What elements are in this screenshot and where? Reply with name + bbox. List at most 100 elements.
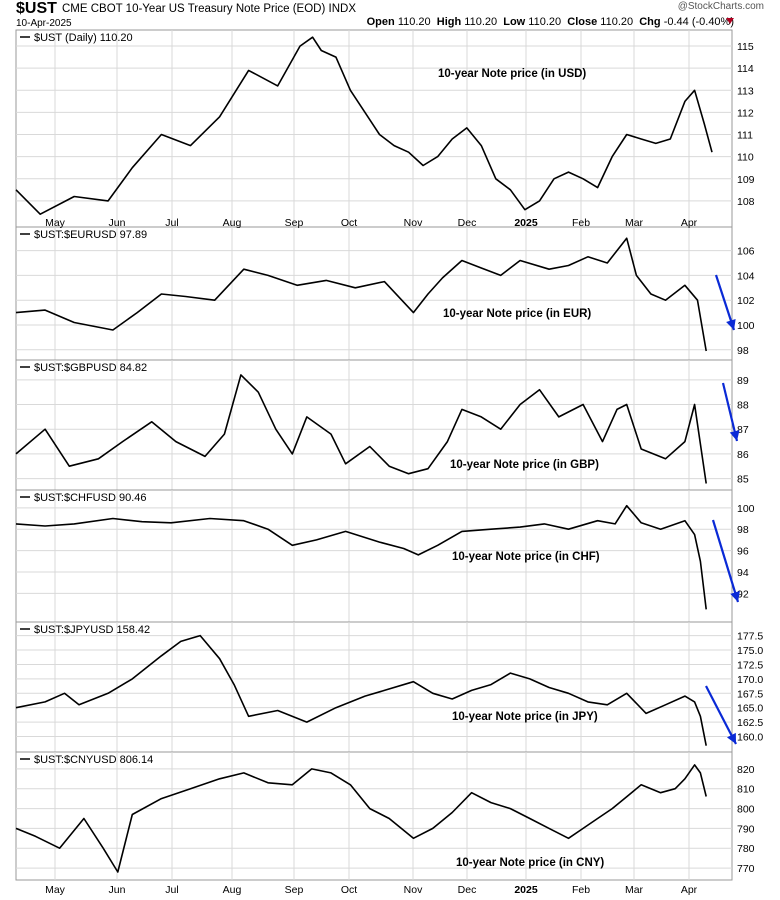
- y-tick-label: 113: [737, 85, 754, 97]
- trend-arrow-head: [726, 318, 736, 330]
- legend-label: $UST:$GBPUSD 84.82: [34, 362, 147, 374]
- low-value: 110.20: [528, 16, 562, 28]
- panel-annotation: 10-year Note price (in GBP): [450, 459, 599, 471]
- close-value: 110.20: [600, 16, 634, 28]
- x-tick-label: Dec: [458, 884, 477, 896]
- brand-logo: @StockCharts.com: [677, 1, 764, 12]
- legend: $UST:$JPYUSD 158.42: [20, 624, 150, 636]
- x-tick-label: 2025: [514, 884, 538, 896]
- x-tick-label: Jul: [165, 217, 178, 229]
- legend-label: $UST:$JPYUSD 158.42: [34, 624, 150, 636]
- change-value: -0.44 (-0.40%): [663, 16, 734, 28]
- series-line: [15, 36, 713, 215]
- y-tick-label: 87: [737, 424, 749, 436]
- y-tick-label: 820: [737, 764, 755, 776]
- trend-arrow-head: [730, 590, 740, 602]
- ohlc-readout: Open 110.20 High 110.20 Low 110.20 Close…: [366, 16, 734, 28]
- x-tick-label: Dec: [458, 217, 477, 229]
- x-tick-label: Oct: [341, 217, 357, 229]
- x-axis-labels-bottom: May Jun Jul Aug Sep Oct Nov Dec 2025 Feb Mar Apr: [45, 884, 698, 896]
- panel-annotation: 10-year Note price (in JPY): [452, 711, 598, 723]
- x-tick-label: Nov: [404, 884, 423, 896]
- legend: $UST:$GBPUSD 84.82: [20, 362, 147, 374]
- x-tick-label: Sep: [285, 884, 304, 896]
- y-tick-label: 165.0: [737, 703, 763, 715]
- y-tick-label: 98: [737, 524, 749, 536]
- y-tick-label: 112: [737, 107, 754, 119]
- y-tick-label: 109: [737, 174, 755, 186]
- series-line: [15, 237, 707, 352]
- legend: $UST:$CNYUSD 806.14: [20, 754, 153, 766]
- y-tick-label: 170.0: [737, 674, 763, 686]
- legend-label: $UST:$CNYUSD 806.14: [34, 754, 153, 766]
- y-tick-label: 94: [737, 567, 749, 579]
- trend-arrow-head: [729, 430, 740, 441]
- legend-label: $UST (Daily) 110.20: [34, 32, 133, 44]
- y-tick-label: 110: [737, 152, 754, 164]
- chart-header: $UST CME CBOT 10-Year US Treasury Note P…: [0, 0, 780, 30]
- x-tick-label: Mar: [625, 217, 644, 229]
- panel-border: [15, 621, 733, 753]
- series-line: [15, 764, 707, 873]
- y-tick-label: 810: [737, 784, 755, 796]
- x-tick-label: Sep: [285, 217, 304, 229]
- chart-panel-2: 106 104 102 100 98 $UST:$EURUSD 97.89 10-year …: [15, 226, 755, 361]
- y-tick-label: 98: [737, 345, 749, 357]
- y-tick-label: 177.5: [737, 631, 763, 643]
- chart-panel-6: 820 810 800 790 780 770 $UST:$CNYUSD 806.14 10-…: [15, 751, 755, 881]
- x-tick-label: Jun: [109, 217, 126, 229]
- y-tick-label: 102: [737, 295, 755, 307]
- high-value: 110.20: [464, 16, 498, 28]
- y-tick-label: 160.0: [737, 731, 763, 743]
- trend-arrow-head: [726, 732, 736, 744]
- x-tick-label: Oct: [341, 884, 357, 896]
- x-axis-labels-top: May Jun Jul Aug Sep Oct Nov Dec 2025 Feb Mar Apr: [45, 217, 698, 229]
- y-tick-label: 115: [737, 41, 754, 53]
- chart-panel-4: 100 98 96 94 92 $UST:$CHFUSD 90.46 10-year Not…: [15, 489, 755, 623]
- y-tick-label: 162.5: [737, 717, 763, 729]
- x-tick-label: Apr: [681, 217, 698, 229]
- panel-annotation: 10-year Note price (in EUR): [443, 308, 591, 320]
- y-tick-label: 770: [737, 863, 755, 875]
- y-tick-label: 104: [737, 270, 755, 282]
- panel-annotation: 10-year Note price (in CHF): [452, 551, 600, 563]
- legend: $UST (Daily) 110.20: [20, 32, 133, 44]
- chart-panel-1: 115 114 113 112 111 110 109 108 $UST (Daily) 110…: [15, 29, 755, 228]
- x-tick-label: 2025: [514, 217, 538, 229]
- panel-annotation: 10-year Note price (in USD): [438, 68, 586, 80]
- panel-border: [15, 226, 733, 361]
- trend-arrow-line: [711, 519, 740, 603]
- x-tick-label: Feb: [572, 217, 590, 229]
- open-value: 110.20: [397, 16, 431, 28]
- y-tick-label: 114: [737, 63, 754, 75]
- x-tick-label: Jul: [165, 884, 178, 896]
- y-tick-label: 92: [737, 588, 749, 600]
- chart-date: 10-Apr-2025: [16, 18, 72, 29]
- panel-annotation: 10-year Note price (in CNY): [456, 857, 604, 869]
- legend-label: $UST:$EURUSD 97.89: [34, 229, 147, 241]
- y-tick-label: 86: [737, 449, 749, 461]
- x-tick-label: Feb: [572, 884, 590, 896]
- legend-label: $UST:$CHFUSD 90.46: [34, 492, 147, 504]
- panel-border: [15, 29, 733, 228]
- x-tick-label: Nov: [404, 217, 423, 229]
- y-tick-label: 89: [737, 375, 749, 387]
- x-tick-label: May: [45, 884, 66, 896]
- y-tick-label: 790: [737, 823, 755, 835]
- x-tick-label: Aug: [223, 217, 242, 229]
- y-tick-label: 100: [737, 320, 755, 332]
- y-tick-label: 111: [737, 130, 753, 142]
- y-tick-label: 106: [737, 246, 755, 258]
- chart-title: CME CBOT 10-Year US Treasury Note Price …: [62, 3, 356, 15]
- index-tag: INDX: [328, 3, 356, 15]
- x-tick-label: Apr: [681, 884, 698, 896]
- chart-panel-5: 177.5 175.0 172.5 170.0 167.5 165.0 162.5 160.0…: [15, 621, 763, 753]
- y-tick-label: 800: [737, 804, 755, 816]
- series-line: [15, 374, 707, 484]
- legend: $UST:$EURUSD 97.89: [20, 229, 147, 241]
- down-triangle-icon: [726, 18, 734, 24]
- y-tick-label: 100: [737, 503, 755, 515]
- x-tick-label: Jun: [109, 884, 126, 896]
- x-tick-label: Mar: [625, 884, 644, 896]
